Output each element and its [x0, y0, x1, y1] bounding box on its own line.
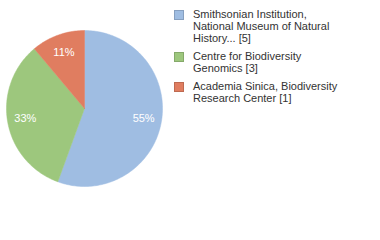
- svg-text:33%: 33%: [14, 112, 36, 124]
- html-text:Centre for Biodiversity Genomi: Centre for Biodiversity Genomics [3]: [193, 50, 302, 74]
- html-text:Academia Sinica, Biodiversity: Academia Sinica, Biodiversity Research C…: [193, 80, 338, 104]
- html-text:Smithsonian Institution, Natio: Smithsonian Institution, National Museum…: [193, 8, 330, 44]
- svg-text:55%: 55%: [133, 112, 155, 124]
- svg-text:11%: 11%: [53, 46, 74, 58]
